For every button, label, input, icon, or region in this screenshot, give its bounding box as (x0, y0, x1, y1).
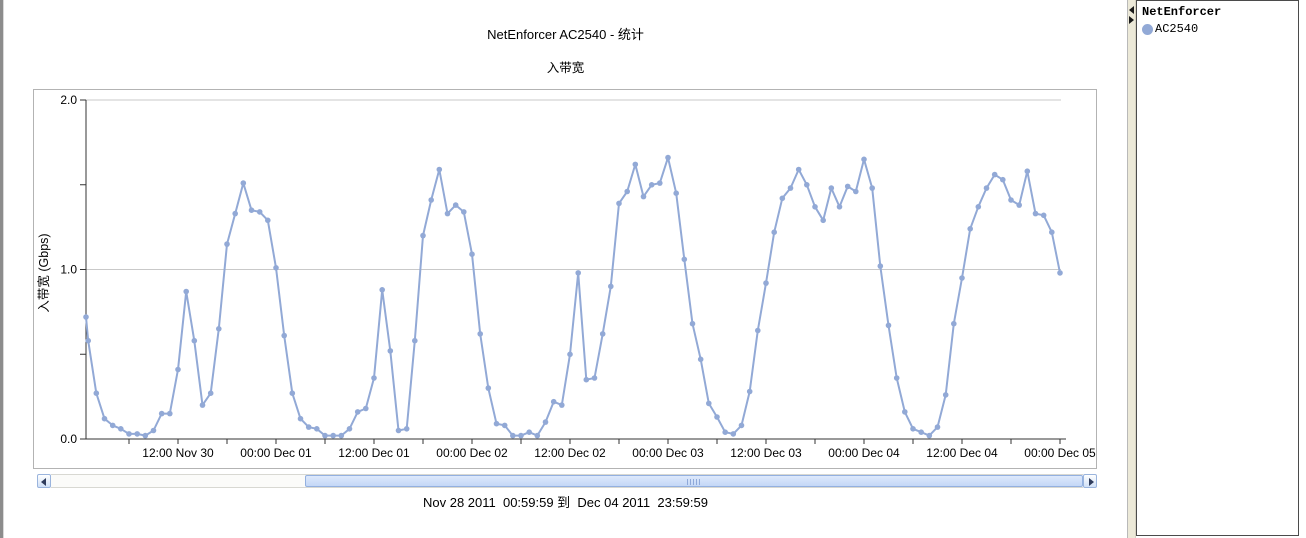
arrow-left-icon (41, 478, 46, 486)
svg-text:00:00 Dec 05: 00:00 Dec 05 (1024, 446, 1096, 460)
svg-text:12:00 Dec 02: 12:00 Dec 02 (534, 446, 606, 460)
time-scrollbar[interactable] (37, 474, 1097, 488)
svg-text:00:00 Dec 02: 00:00 Dec 02 (436, 446, 508, 460)
svg-text:12:00 Dec 03: 12:00 Dec 03 (730, 446, 802, 460)
scrollbar-left-button[interactable] (37, 474, 51, 488)
svg-text:00:00 Dec 03: 00:00 Dec 03 (632, 446, 704, 460)
date-range-label: Nov 28 2011 00:59:59 到 Dec 04 2011 23:59… (422, 495, 708, 510)
svg-text:0.0: 0.0 (60, 432, 77, 446)
svg-text:12:00 Dec 01: 12:00 Dec 01 (338, 446, 410, 460)
svg-text:00:00 Dec 01: 00:00 Dec 01 (240, 446, 312, 460)
collapse-right-icon[interactable] (1129, 16, 1134, 24)
series-color-dot (1142, 23, 1153, 35)
thumb-grip-icon (687, 479, 701, 485)
svg-text:12:00 Nov 30: 12:00 Nov 30 (142, 446, 214, 460)
scrollbar-thumb[interactable] (305, 475, 1083, 487)
svg-text:入带宽 (Gbps): 入带宽 (Gbps) (36, 233, 51, 312)
panel-splitter[interactable] (1127, 0, 1136, 538)
window-left-border (0, 0, 4, 538)
collapse-left-icon[interactable] (1129, 6, 1134, 14)
chart-title: 入带宽 (546, 61, 585, 75)
legend-title: NetEnforcer (1142, 5, 1222, 19)
scrollbar-right-button[interactable] (1083, 474, 1097, 488)
window-right-edge (1299, 0, 1306, 538)
svg-text:12:00 Dec 04: 12:00 Dec 04 (926, 446, 998, 460)
legend-panel: NetEnforcer AC2540 (1136, 0, 1299, 536)
svg-text:1.0: 1.0 (60, 263, 77, 277)
chart-area: NetEnforcer AC2540 - 统计 入带宽 0.0 1.0 2.0 12:… (4, 0, 1127, 538)
arrow-right-icon (1089, 478, 1094, 486)
page-title: NetEnforcer AC2540 - 统计 (487, 27, 644, 42)
chart-frame: 0.0 1.0 2.0 12:00 Nov 30 00:00 Dec 01 12:00 D… (33, 89, 1097, 469)
chart-canvas: 0.0 1.0 2.0 12:00 Nov 30 00:00 Dec 01 12:00 D… (36, 93, 1096, 460)
legend-item-label: AC2540 (1155, 22, 1199, 36)
svg-text:2.0: 2.0 (60, 93, 77, 107)
svg-text:00:00 Dec 04: 00:00 Dec 04 (828, 446, 900, 460)
legend-item[interactable]: AC2540 (1137, 19, 1298, 36)
scrollbar-track[interactable] (51, 474, 1083, 488)
